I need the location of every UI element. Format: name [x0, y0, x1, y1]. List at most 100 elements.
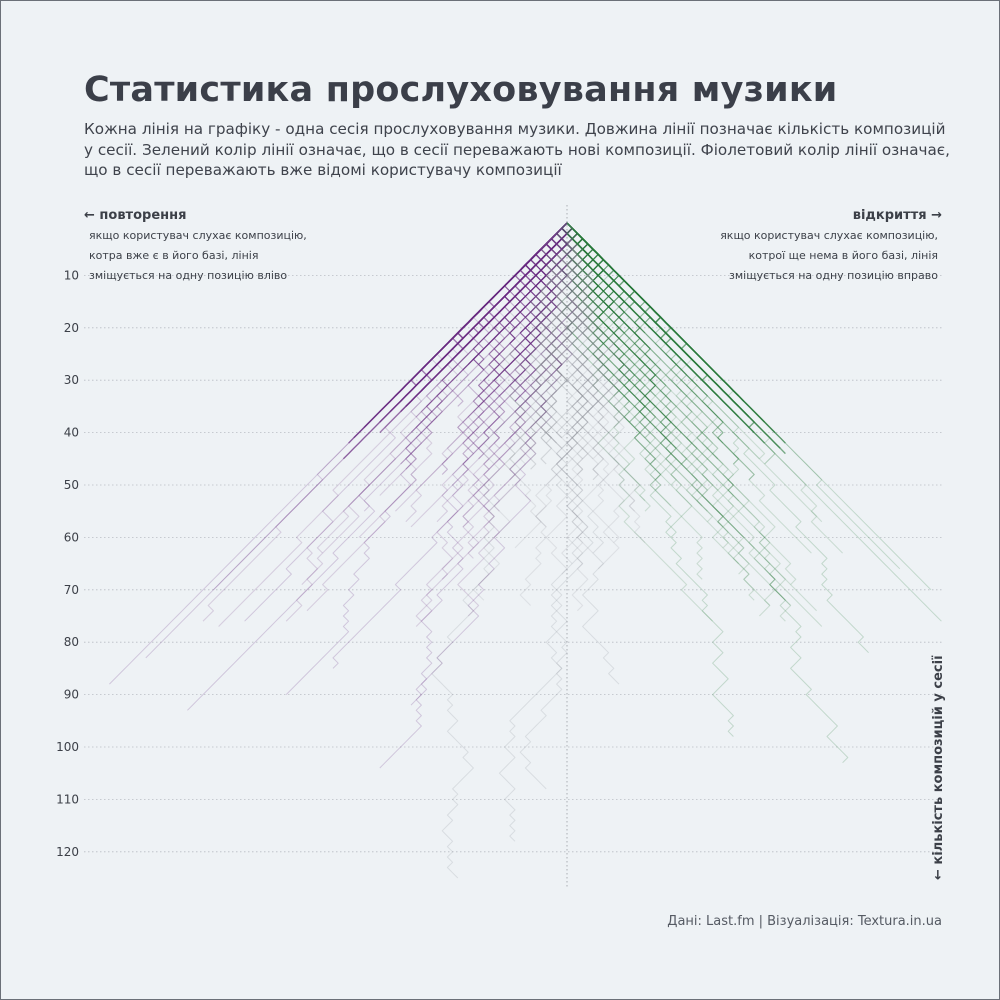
session-line — [561, 222, 755, 601]
session-line — [379, 222, 568, 769]
session-line — [457, 222, 568, 355]
session-line — [550, 222, 568, 266]
session-line — [566, 222, 932, 591]
grid-lines — [84, 274, 942, 853]
y-tick-label: 90 — [64, 688, 79, 702]
session-line — [410, 222, 578, 528]
y-tick-label: 50 — [64, 478, 79, 492]
session-line — [556, 222, 849, 764]
session-line — [566, 222, 584, 255]
left-annotation-title: ← повторення — [84, 208, 186, 223]
session-line — [561, 222, 656, 465]
session-line — [540, 222, 604, 392]
session-line — [566, 222, 740, 397]
session-line — [332, 222, 573, 669]
session-line — [145, 222, 568, 659]
session-line — [566, 222, 901, 570]
session-line — [498, 222, 578, 528]
session-line — [213, 222, 568, 591]
session-line — [561, 222, 693, 538]
session-line — [550, 222, 573, 266]
session-line — [431, 222, 568, 879]
session-line — [556, 222, 568, 266]
session-lines — [109, 222, 942, 879]
session-line — [519, 222, 584, 790]
session-line — [566, 222, 599, 308]
session-line — [363, 222, 568, 512]
session-line — [566, 222, 740, 407]
session-line — [436, 222, 568, 365]
y-tick-label: 100 — [56, 740, 79, 754]
session-line — [566, 222, 615, 329]
session-line — [285, 222, 568, 695]
session-line — [426, 222, 568, 423]
session-line — [561, 222, 578, 266]
source-credit: Дані: Last.fm | Візуалізація: Textura.in… — [667, 914, 942, 929]
session-line — [109, 222, 568, 685]
left-annotation-line-1: якщо користувач слухає композицію, — [89, 229, 307, 242]
right-annotation-title: відкриття → — [853, 208, 942, 223]
session-line — [389, 222, 568, 413]
session-line — [545, 222, 568, 255]
session-line — [566, 222, 792, 622]
session-line — [478, 222, 568, 392]
y-axis-ticks: 10 20 30 40 50 60 70 80 90 100 110 120 — [56, 268, 79, 858]
session-line — [561, 222, 584, 287]
session-line — [187, 222, 568, 711]
session-line — [202, 222, 568, 622]
right-annotation-line-3: зміщується на одну позицію вправо — [729, 269, 938, 282]
session-line — [561, 222, 584, 266]
right-annotation-line-1: якщо користувач слухає композицію, — [720, 229, 938, 242]
session-line — [566, 222, 584, 266]
session-line — [524, 222, 620, 685]
session-line — [566, 222, 620, 475]
session-line — [540, 222, 568, 297]
session-line — [566, 222, 786, 601]
right-annotation-line-2: котрої ще нема в його базі, лінія — [749, 249, 938, 262]
session-line — [410, 222, 568, 381]
session-line — [514, 222, 568, 287]
session-line — [498, 222, 604, 842]
session-line — [379, 222, 568, 423]
session-line — [441, 222, 573, 580]
session-line — [566, 222, 869, 654]
session-line — [566, 222, 578, 266]
y-tick-label: 80 — [64, 635, 79, 649]
session-line — [545, 222, 703, 580]
left-annotation-line-2: котра вже є в його базі, лінія — [89, 249, 258, 262]
session-line — [462, 222, 578, 371]
y-tick-label: 10 — [64, 268, 79, 282]
y-tick-label: 40 — [64, 426, 79, 440]
session-line — [566, 222, 604, 612]
session-line — [566, 222, 734, 737]
session-line — [218, 222, 568, 627]
y-tick-label: 70 — [64, 583, 79, 597]
session-line — [566, 222, 584, 266]
y-tick-label: 120 — [56, 845, 79, 859]
y-axis-label: ← кількість композицій у сесії — [931, 655, 946, 880]
session-line — [244, 222, 568, 622]
session-line — [566, 222, 662, 491]
chart-title: Статистика прослуховування музики — [84, 70, 838, 110]
session-line — [535, 222, 578, 444]
session-line — [566, 222, 609, 276]
session-line — [535, 222, 568, 287]
session-line — [566, 222, 578, 266]
session-line — [566, 222, 688, 465]
session-line — [566, 222, 942, 622]
session-line — [550, 222, 568, 266]
y-tick-label: 20 — [64, 321, 79, 335]
chart-subtitle: Кожна лінія на графіку - одна сесія прос… — [84, 120, 950, 179]
session-line — [545, 222, 578, 281]
y-tick-label: 60 — [64, 530, 79, 544]
session-line — [457, 222, 573, 617]
session-line — [477, 222, 568, 329]
y-tick-label: 110 — [56, 792, 79, 806]
session-line — [566, 222, 578, 266]
left-annotation-line-3: зміщується на одну позицію вліво — [89, 269, 287, 282]
session-line — [566, 222, 776, 465]
session-line — [410, 222, 578, 706]
y-tick-label: 30 — [64, 373, 79, 387]
session-line — [566, 222, 589, 255]
